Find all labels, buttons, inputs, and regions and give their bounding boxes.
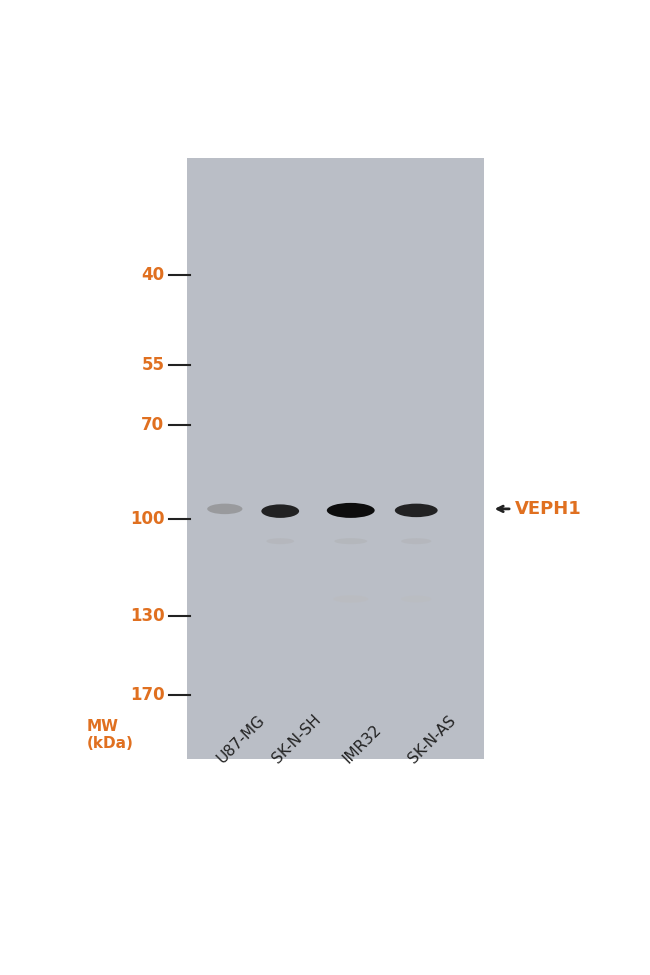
Ellipse shape <box>395 504 437 517</box>
Ellipse shape <box>261 504 299 518</box>
Text: 70: 70 <box>141 415 164 434</box>
Text: SK-N-SH: SK-N-SH <box>270 712 324 766</box>
Text: SK-N-AS: SK-N-AS <box>406 713 459 766</box>
Ellipse shape <box>334 538 367 544</box>
Ellipse shape <box>333 595 369 603</box>
Text: IMR32: IMR32 <box>340 722 384 766</box>
Text: 55: 55 <box>141 356 164 373</box>
Ellipse shape <box>401 596 432 603</box>
Text: 100: 100 <box>130 510 164 527</box>
Ellipse shape <box>207 504 242 514</box>
Ellipse shape <box>327 503 374 518</box>
Text: 40: 40 <box>141 265 164 284</box>
Text: 170: 170 <box>130 686 164 704</box>
Text: VEPH1: VEPH1 <box>514 500 581 518</box>
Text: MW
(kDa): MW (kDa) <box>86 719 133 752</box>
Text: U87-MG: U87-MG <box>214 713 268 766</box>
Ellipse shape <box>266 538 294 544</box>
FancyBboxPatch shape <box>187 158 484 759</box>
Text: 130: 130 <box>130 607 164 625</box>
Ellipse shape <box>401 538 432 544</box>
